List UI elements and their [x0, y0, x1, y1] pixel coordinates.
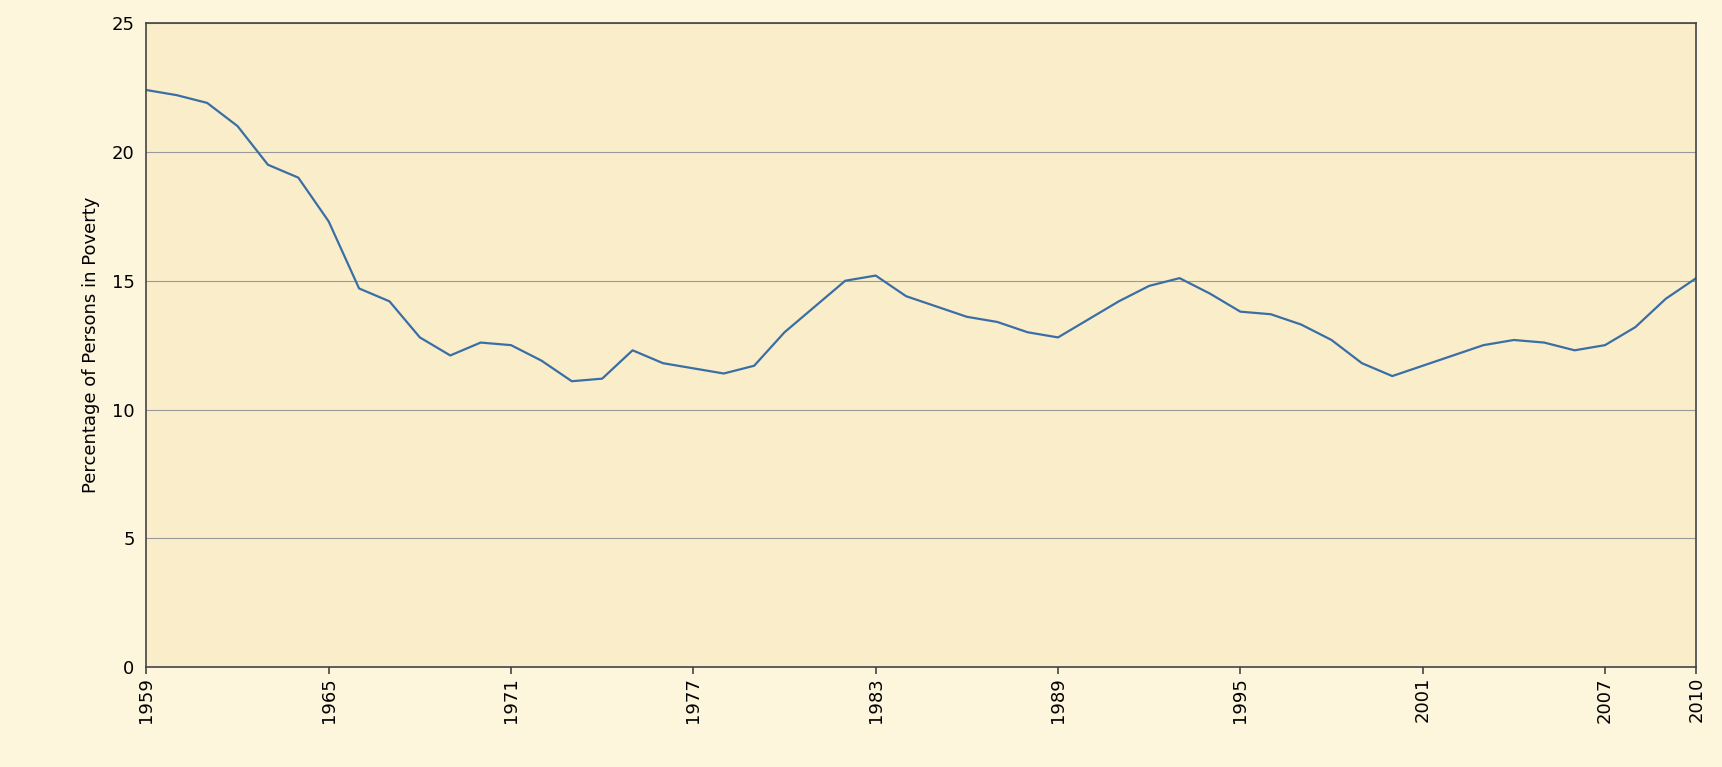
Y-axis label: Percentage of Persons in Poverty: Percentage of Persons in Poverty [83, 197, 100, 493]
